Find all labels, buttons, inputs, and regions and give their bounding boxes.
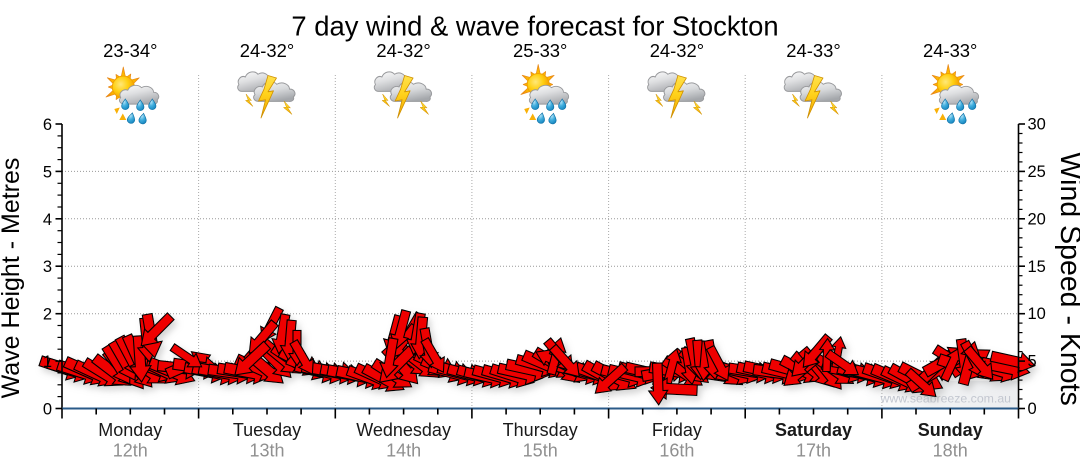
svg-text:24-33°: 24-33° [923,40,977,61]
svg-text:18th: 18th [933,441,968,461]
svg-text:15: 15 [1028,258,1046,276]
svg-text:30: 30 [1028,116,1046,134]
svg-text:24-32°: 24-32° [650,40,704,61]
svg-text:Sunday: Sunday [918,420,983,440]
svg-text:Wind Speed - Knots: Wind Speed - Knots [1054,152,1080,405]
svg-text:5: 5 [1028,353,1037,371]
svg-text:12th: 12th [113,441,148,461]
svg-text:Wave Height - Metres: Wave Height - Metres [0,158,25,399]
svg-text:3: 3 [43,258,52,276]
svg-text:24-33°: 24-33° [786,40,840,61]
svg-text:14th: 14th [386,441,421,461]
svg-text:Monday: Monday [98,420,162,440]
svg-text:7 day wind & wave forecast for: 7 day wind & wave forecast for Stockton [291,11,778,42]
svg-text:Thursday: Thursday [503,420,578,440]
svg-text:6: 6 [43,116,52,134]
svg-text:0: 0 [1028,400,1037,418]
svg-text:23-34°: 23-34° [103,40,157,61]
svg-text:4: 4 [43,211,52,229]
svg-text:Friday: Friday [652,420,702,440]
svg-text:24-32°: 24-32° [376,40,430,61]
svg-text:13th: 13th [249,441,284,461]
svg-text:1: 1 [43,353,52,371]
svg-text:25-33°: 25-33° [513,40,567,61]
svg-text:16th: 16th [659,441,694,461]
svg-text:0: 0 [43,401,52,419]
svg-text:2: 2 [43,306,52,324]
svg-text:17th: 17th [796,441,831,461]
svg-text:25: 25 [1028,163,1046,181]
svg-text:20: 20 [1028,210,1046,228]
svg-text:24-32°: 24-32° [240,40,294,61]
svg-text:15th: 15th [523,441,558,461]
svg-text:Saturday: Saturday [775,420,852,440]
svg-text:www.seabreeze.com.au: www.seabreeze.com.au [879,392,1011,406]
svg-text:10: 10 [1028,305,1046,323]
svg-text:Wednesday: Wednesday [356,420,451,440]
svg-text:5: 5 [43,163,52,181]
svg-text:Tuesday: Tuesday [233,420,301,440]
